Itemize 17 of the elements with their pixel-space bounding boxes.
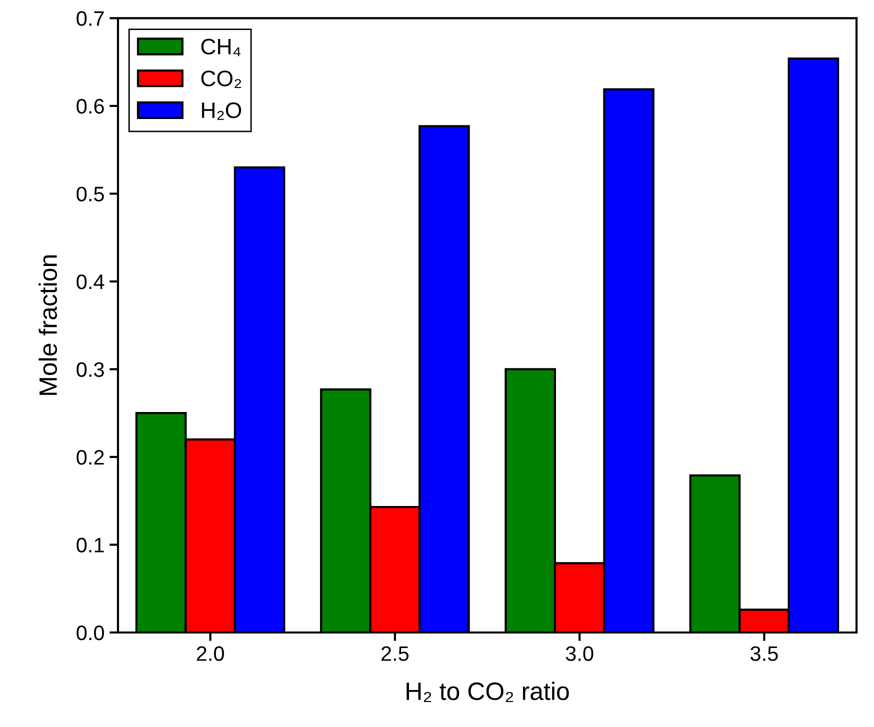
y-tick-label: 0.4: [76, 274, 104, 290]
y-axis-title: Mole fraction: [38, 255, 58, 395]
legend-label: H₂O: [202, 102, 242, 120]
y-tick-label: 0.7: [76, 11, 104, 26]
y-tick-label: 0.5: [76, 186, 104, 202]
legend-label: CO₂: [201, 70, 242, 88]
y-tick-label: 0.1: [76, 538, 104, 552]
legend-label: CH₄: [201, 38, 241, 56]
x-tick-label: 3.5: [750, 646, 778, 661]
x-tick-label: 2.0: [196, 646, 224, 661]
x-tick-label: 2.5: [382, 646, 409, 661]
y-tick-label: 0.2: [76, 450, 104, 465]
y-tick-label: 0.3: [76, 362, 104, 377]
text: 0.0: [76, 625, 104, 640]
y-tick-label: 0.6: [76, 98, 104, 114]
x-axis-title: H₂ to CO₂ ratio: [406, 682, 569, 702]
x-tick-label: 3.0: [566, 646, 594, 661]
